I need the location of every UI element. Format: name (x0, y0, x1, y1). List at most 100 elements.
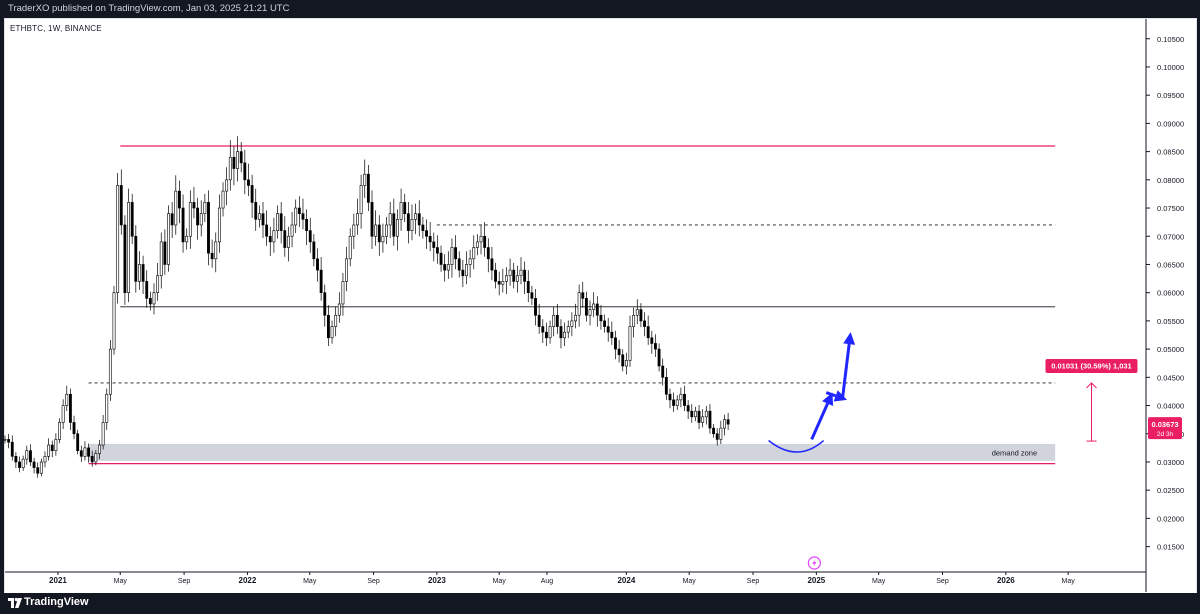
candle (457, 251, 461, 278)
candle-body (236, 151, 239, 169)
candle-body (192, 202, 196, 209)
candle (472, 235, 476, 270)
candle-body (290, 224, 294, 237)
footer-brand[interactable]: TradingView (24, 596, 89, 608)
candle (294, 199, 298, 234)
candle-body (628, 326, 632, 361)
candle-body (559, 326, 563, 339)
price-tick-label: 0.06500 (1157, 260, 1184, 269)
candle-body (385, 224, 388, 237)
candle-body (130, 202, 134, 237)
candle-body (203, 202, 207, 214)
candle (461, 259, 465, 288)
candle (90, 450, 94, 467)
candle-body (537, 314, 541, 327)
candle (454, 235, 458, 270)
price-tick-label: 0.09500 (1157, 91, 1184, 100)
footer-bar: TradingView (0, 593, 1200, 614)
candle (123, 215, 127, 305)
candle (450, 238, 454, 278)
candle (308, 217, 312, 253)
time-tick-label: Sep (178, 578, 191, 585)
candle (552, 306, 556, 337)
candle-body (50, 444, 54, 451)
candle (363, 159, 367, 198)
price-tick-label: 0.06000 (1157, 289, 1184, 298)
candle-body (138, 264, 141, 282)
candle-body (116, 185, 120, 293)
tradingview-logo-icon[interactable] (8, 597, 22, 609)
projection-arrow-shaft (840, 343, 851, 401)
candle (247, 163, 250, 197)
candle (101, 414, 105, 450)
candle-body (570, 320, 574, 327)
candle-body (392, 213, 396, 237)
candle (635, 299, 639, 325)
candle-body (497, 281, 501, 285)
candle (83, 441, 87, 461)
time-tick-label: 2021 (49, 576, 67, 585)
candle (334, 306, 338, 337)
demand-zone-label: demand zone (992, 448, 1037, 457)
candle-body (167, 213, 170, 265)
candle-body (675, 399, 679, 406)
candle (10, 435, 14, 461)
time-axis: 2021 May Sep 2022 May Sep 2023 May Aug 2024 May Sep… (49, 572, 1075, 585)
candle-body (388, 213, 392, 226)
candle-body (606, 326, 610, 333)
candle-body (701, 416, 705, 423)
candle (621, 349, 625, 372)
candle-body (225, 179, 229, 192)
candle-body (599, 314, 603, 322)
candle-body (428, 235, 432, 243)
candle-body (621, 354, 625, 367)
candle-body (512, 269, 516, 282)
candle (279, 201, 283, 244)
candle-body (381, 235, 385, 243)
candle (519, 257, 523, 285)
candle (715, 428, 719, 446)
candle (221, 182, 225, 217)
candle-body (341, 281, 345, 305)
price-tick-label: 0.05000 (1157, 345, 1184, 354)
candle-body (297, 207, 301, 214)
candle-body (723, 419, 726, 429)
candle (624, 352, 628, 375)
candle-body (664, 377, 668, 395)
candle (581, 281, 585, 308)
candle-body (566, 326, 570, 333)
candle (217, 194, 221, 253)
candle (232, 145, 236, 186)
candle (312, 234, 316, 267)
candle (3, 435, 7, 444)
candle (250, 174, 254, 218)
time-tick-label: 2023 (428, 576, 446, 585)
candle-body (646, 326, 650, 339)
candle-body (254, 202, 258, 220)
candle-body (359, 185, 363, 214)
candle-body (475, 241, 479, 248)
candle-body (217, 207, 221, 243)
publish-header: TraderXO published on TradingView.com, J… (0, 0, 1200, 18)
candle-body (145, 281, 149, 299)
candle-body (515, 275, 519, 282)
candle (316, 248, 319, 282)
candle (7, 434, 11, 449)
candle (414, 203, 418, 235)
candle-body (494, 269, 497, 282)
candle-body (10, 441, 14, 457)
candle-body (72, 422, 76, 435)
candle (98, 439, 101, 460)
candle-body (25, 450, 29, 460)
time-tick-label: May (303, 578, 317, 585)
candle-body (679, 393, 683, 401)
candle (406, 201, 410, 244)
projection-arrow-shaft (810, 402, 829, 441)
candle (272, 217, 276, 253)
candle (723, 414, 726, 436)
candle-body (421, 224, 425, 231)
candle (72, 415, 76, 440)
lightning-icon[interactable] (807, 556, 821, 570)
candle-body (54, 439, 58, 451)
